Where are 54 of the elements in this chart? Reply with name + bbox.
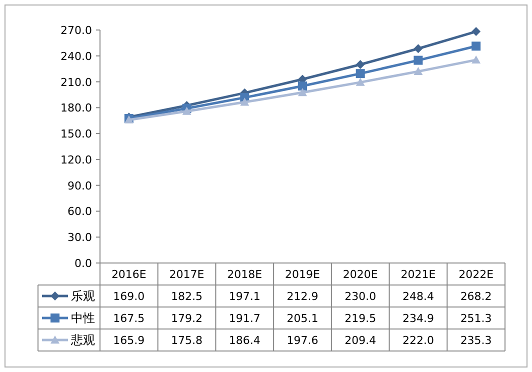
point [414,56,423,65]
point [472,55,481,64]
data-label: 186.4 [228,334,260,347]
point [240,98,250,106]
data-label: 235.3 [460,334,492,347]
point [356,78,365,86]
data-label: 268.2 [460,290,492,303]
y-tick-label: 60.0 [68,205,92,218]
data-label: 205.1 [286,312,318,325]
point [356,60,365,70]
point [414,44,423,54]
legend-label: 乐观 [71,289,95,303]
data-label: 191.7 [228,312,260,325]
data-label: 165.9 [113,334,145,347]
y-tick-label: 240.0 [60,50,92,63]
data-label: 251.3 [460,312,492,325]
x-tick-label: 2016E [111,268,146,281]
x-tick-label: 2022E [458,268,494,281]
data-label: 182.5 [171,290,203,303]
legend-label: 中性 [71,311,95,325]
data-label: 230.0 [344,290,376,303]
data-label: 167.5 [113,312,145,325]
x-tick-label: 2017E [169,268,204,281]
y-tick-label: 120.0 [60,153,92,166]
point [298,88,307,96]
x-tick-label: 2020E [342,268,378,281]
data-label: 197.1 [228,290,260,303]
point [298,82,307,91]
data-label: 219.5 [344,312,376,325]
x-tick-label: 2021E [400,268,436,281]
data-label: 222.0 [402,334,434,347]
y-tick-label: 90.0 [68,179,92,192]
data-label: 169.0 [113,290,145,303]
data-label: 179.2 [171,312,203,325]
y-tick-label: 150.0 [60,128,92,141]
point [472,42,481,51]
x-tick-label: 2019E [285,268,320,281]
data-label: 234.9 [402,312,434,325]
data-label: 197.6 [286,334,318,347]
data-label: 209.4 [344,334,376,347]
point [182,106,192,115]
y-tick-label: 0.0 [74,257,92,270]
point [414,66,423,76]
y-tick-label: 270.0 [60,24,92,37]
data-label: 175.8 [171,334,203,347]
legend-label: 悲观 [70,333,95,347]
y-tick-label: 30.0 [68,231,92,244]
x-tick-label: 2018E [227,268,262,281]
point [472,27,481,36]
data-label: 248.4 [402,290,434,303]
y-tick-label: 210.0 [60,76,92,89]
data-label: 212.9 [286,290,318,303]
point [356,69,365,78]
y-tick-label: 180.0 [60,102,92,115]
